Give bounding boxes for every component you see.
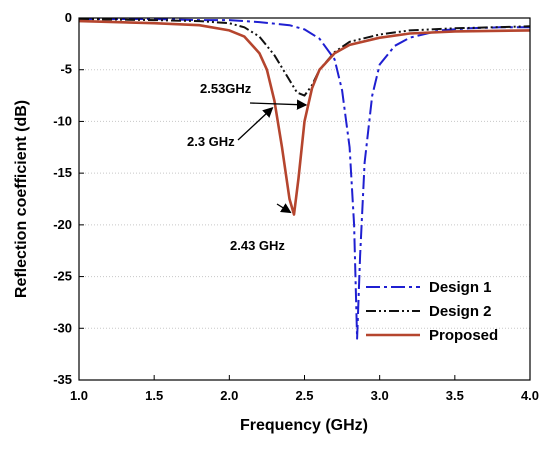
y-tick-label: -35 [53,372,72,387]
annotation-label: 2.43 GHz [230,238,285,253]
x-tick-label: 3.5 [446,388,464,403]
x-tick-label: 2.0 [220,388,238,403]
x-tick-label: 1.0 [70,388,88,403]
x-tick-label: 1.5 [145,388,163,403]
annotation-arrow [249,99,308,110]
series-line-design-1 [79,18,530,340]
grid-layer [79,69,530,329]
y-tick-label: -25 [53,269,72,284]
series-line-design-2 [78,18,531,97]
y-tick-label: -15 [53,165,72,180]
y-tick-label: 0 [65,10,72,25]
x-tick-label: 4.0 [521,388,539,403]
legend: Design 1 Design 2 Proposed [366,279,498,344]
annotation-layer: 2.53GHz 2.3 GHz 2.43 GHz [187,81,308,253]
legend-label: Design 1 [429,279,492,296]
legend-label: Design 2 [429,303,492,320]
y-tick-label: -20 [53,217,72,232]
x-tick-label: 2.5 [295,388,313,403]
series-layer [78,18,531,340]
y-axis-title: Reflection coefficient (dB) [13,100,30,298]
x-tick-label: 3.0 [371,388,389,403]
annotation-arrow [237,106,274,141]
legend-label: Proposed [429,327,498,344]
x-axis-title: Frequency (GHz) [240,417,368,434]
annotation-arrow [276,203,292,214]
series-line-proposed [78,19,531,216]
annotation-label: 2.3 GHz [187,134,235,149]
axis-layer: 1.0 1.5 2.0 2.5 3.0 3.5 4.0 0 -5 -10 -15 -20 -25 -30 -… [53,10,539,403]
y-tick-label: -30 [53,320,72,335]
y-tick-label: -10 [53,113,72,128]
annotation-label: 2.53GHz [200,81,252,96]
y-tick-label: -5 [60,62,72,77]
plot-frame [78,17,531,381]
